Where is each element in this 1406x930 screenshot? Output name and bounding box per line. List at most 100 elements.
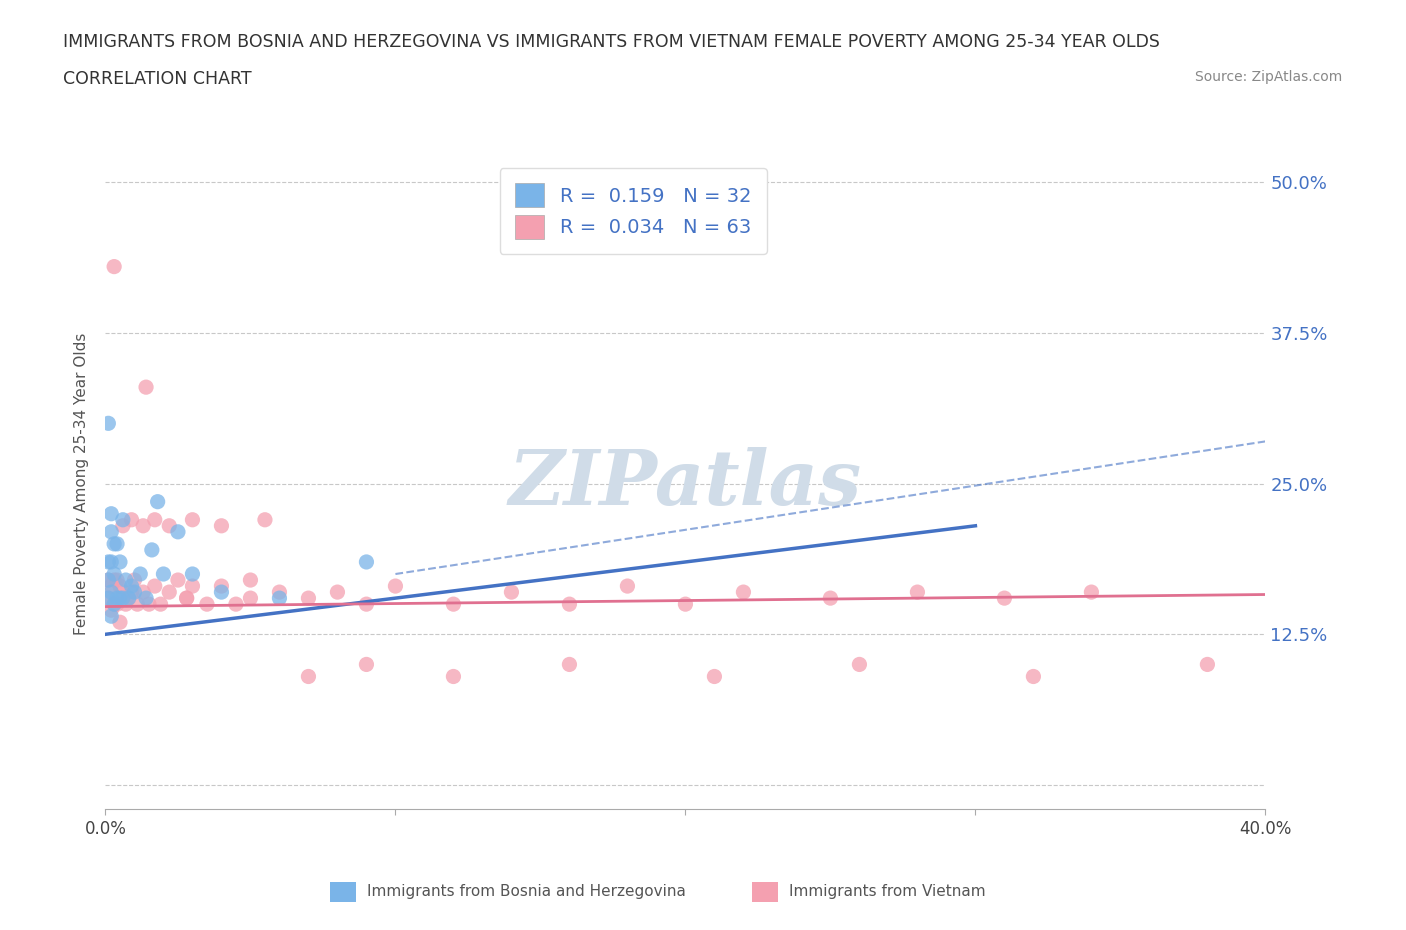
Point bbox=[105, 597, 128, 612]
Point bbox=[733, 585, 755, 600]
Point bbox=[121, 578, 143, 593]
Text: Immigrants from Vietnam: Immigrants from Vietnam bbox=[789, 884, 986, 899]
Point bbox=[905, 585, 928, 600]
Point bbox=[211, 585, 233, 600]
Point bbox=[195, 597, 218, 612]
Point bbox=[129, 566, 152, 581]
Point bbox=[111, 512, 134, 527]
Text: IMMIGRANTS FROM BOSNIA AND HERZEGOVINA VS IMMIGRANTS FROM VIETNAM FEMALE POVERTY: IMMIGRANTS FROM BOSNIA AND HERZEGOVINA V… bbox=[63, 33, 1160, 50]
Point bbox=[149, 597, 172, 612]
Point bbox=[239, 573, 262, 588]
Point bbox=[121, 512, 143, 527]
Point bbox=[121, 585, 143, 600]
Point bbox=[103, 259, 125, 274]
Point bbox=[114, 597, 136, 612]
Point bbox=[269, 585, 291, 600]
Point bbox=[356, 657, 378, 671]
Point bbox=[111, 585, 134, 600]
Point bbox=[132, 585, 155, 600]
Point bbox=[124, 585, 146, 600]
Point bbox=[132, 518, 155, 533]
Point bbox=[176, 591, 198, 605]
Point bbox=[108, 591, 131, 605]
Text: ZIPatlas: ZIPatlas bbox=[509, 446, 862, 521]
Text: Source: ZipAtlas.com: Source: ZipAtlas.com bbox=[1195, 70, 1343, 84]
Point bbox=[1080, 585, 1102, 600]
Point bbox=[616, 578, 638, 593]
Point bbox=[100, 585, 122, 600]
Point bbox=[97, 591, 120, 605]
Point bbox=[558, 657, 581, 671]
Point bbox=[181, 578, 204, 593]
Point bbox=[114, 573, 136, 588]
Point bbox=[181, 512, 204, 527]
Point bbox=[441, 597, 464, 612]
Point bbox=[157, 585, 180, 600]
Point bbox=[225, 597, 247, 612]
Point bbox=[135, 591, 157, 605]
Point bbox=[152, 566, 174, 581]
Point bbox=[211, 578, 233, 593]
Point bbox=[103, 566, 125, 581]
Point bbox=[105, 573, 128, 588]
Point bbox=[118, 591, 141, 605]
Point bbox=[167, 573, 190, 588]
Text: Immigrants from Bosnia and Herzegovina: Immigrants from Bosnia and Herzegovina bbox=[367, 884, 686, 899]
Point bbox=[100, 525, 122, 539]
Point bbox=[100, 578, 122, 593]
Point bbox=[167, 525, 190, 539]
Point bbox=[157, 518, 180, 533]
Point bbox=[703, 669, 725, 684]
Point bbox=[103, 537, 125, 551]
Point bbox=[97, 573, 120, 588]
Point bbox=[97, 573, 120, 588]
Point bbox=[100, 609, 122, 624]
Point bbox=[993, 591, 1015, 605]
Y-axis label: Female Poverty Among 25-34 Year Olds: Female Poverty Among 25-34 Year Olds bbox=[75, 332, 90, 635]
Point bbox=[100, 603, 122, 618]
Point bbox=[127, 597, 149, 612]
Point bbox=[135, 379, 157, 394]
Point bbox=[97, 554, 120, 569]
Point bbox=[105, 537, 128, 551]
Point bbox=[108, 578, 131, 593]
Point bbox=[269, 591, 291, 605]
Point bbox=[146, 494, 169, 509]
Point bbox=[675, 597, 697, 612]
Point bbox=[820, 591, 842, 605]
Point bbox=[253, 512, 276, 527]
Point bbox=[176, 591, 198, 605]
Point bbox=[124, 573, 146, 588]
Text: CORRELATION CHART: CORRELATION CHART bbox=[63, 70, 252, 87]
Point bbox=[356, 597, 378, 612]
Point bbox=[103, 597, 125, 612]
Point bbox=[297, 591, 319, 605]
Point bbox=[108, 554, 131, 569]
Point bbox=[181, 566, 204, 581]
Point bbox=[103, 597, 125, 612]
Point bbox=[441, 669, 464, 684]
Point bbox=[297, 669, 319, 684]
Point bbox=[100, 554, 122, 569]
Point bbox=[103, 573, 125, 588]
Point bbox=[143, 578, 166, 593]
Point bbox=[108, 615, 131, 630]
Point bbox=[100, 506, 122, 521]
Point bbox=[143, 512, 166, 527]
Point bbox=[118, 591, 141, 605]
Point bbox=[326, 585, 349, 600]
Point bbox=[105, 591, 128, 605]
Legend: R =  0.159   N = 32, R =  0.034   N = 63: R = 0.159 N = 32, R = 0.034 N = 63 bbox=[499, 167, 766, 254]
Point bbox=[111, 591, 134, 605]
Point bbox=[97, 416, 120, 431]
Point bbox=[384, 578, 406, 593]
Point bbox=[239, 591, 262, 605]
Point bbox=[138, 597, 160, 612]
Point bbox=[558, 597, 581, 612]
Point bbox=[356, 554, 378, 569]
Point bbox=[1197, 657, 1219, 671]
Point bbox=[848, 657, 870, 671]
Point bbox=[1022, 669, 1045, 684]
Point bbox=[111, 518, 134, 533]
Point bbox=[97, 591, 120, 605]
